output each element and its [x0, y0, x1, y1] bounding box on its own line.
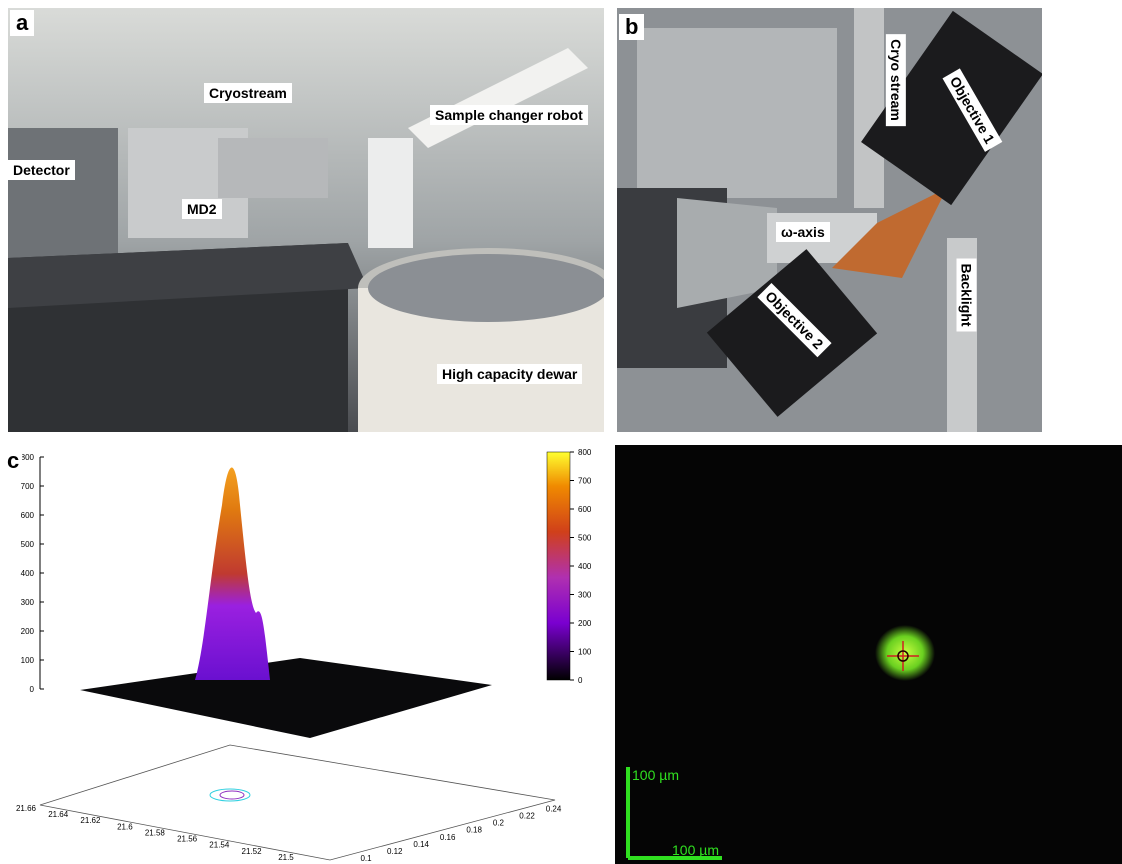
panel-label: c [4, 448, 22, 474]
x-tick-label: 21.52 [242, 847, 263, 856]
x-tick-label: 21.62 [80, 816, 101, 825]
x-tick-label: 21.66 [16, 804, 37, 813]
z-tick-label: 300 [21, 598, 35, 607]
z-tick-label: 700 [21, 482, 35, 491]
y-tick-label: 0.18 [466, 826, 482, 835]
photo-b [617, 8, 1042, 432]
y-tick-label: 0.12 [387, 847, 403, 856]
x-tick-label: 21.64 [48, 810, 69, 819]
annotation: Detector [8, 160, 75, 180]
y-tick-label: 0.2 [493, 819, 505, 828]
colorbar-tick-label: 500 [578, 534, 592, 543]
figure: a Cryostream Sample changer robot Detect… [0, 0, 1122, 864]
x-tick-label: 21.5 [278, 853, 294, 862]
colorbar-tick-label: 0 [578, 676, 583, 685]
x-tick-label: 21.58 [145, 828, 166, 837]
colorbar-tick-label: 800 [578, 448, 592, 457]
panel-label: b [619, 14, 644, 40]
colorbar [547, 452, 570, 680]
colorbar-tick-label: 200 [578, 619, 592, 628]
x-tick-label: 21.6 [117, 822, 133, 831]
surface-plot: 800 700 600 500 400 300 200 100 0 800 700 600 500 400… [0, 445, 600, 864]
z-tick-label: 800 [21, 453, 35, 462]
z-tick-label: 600 [21, 511, 35, 520]
y-tick-label: 0.14 [413, 840, 429, 849]
colorbar-tick-label: 400 [578, 562, 592, 571]
panel-label: a [10, 10, 34, 36]
y-tick-label: 0.16 [440, 833, 456, 842]
colorbar-tick-label: 700 [578, 477, 592, 486]
scale-bar-label: 100 µm [672, 842, 719, 858]
z-tick-label: 0 [30, 685, 35, 694]
x-tick-label: 21.56 [177, 835, 198, 844]
scale-bar-label: 100 µm [632, 767, 679, 783]
y-tick-label: 0.24 [546, 805, 562, 814]
y-tick-label: 0.22 [519, 812, 535, 821]
colorbar-tick-label: 100 [578, 648, 592, 657]
annotation: Cryo stream [886, 34, 906, 126]
z-tick-label: 200 [21, 627, 35, 636]
y-tick-label: 0.1 [360, 854, 372, 863]
annotation: Backlight [957, 258, 977, 331]
z-tick-label: 100 [21, 656, 35, 665]
annotation: Sample changer robot [430, 105, 588, 125]
colorbar-tick-label: 300 [578, 591, 592, 600]
colorbar-tick-label: 600 [578, 505, 592, 514]
z-tick-label: 500 [21, 540, 35, 549]
annotation: ω-axis [776, 222, 830, 242]
microscope-image [615, 445, 1122, 864]
annotation: High capacity dewar [437, 364, 582, 384]
annotation: Cryostream [204, 83, 292, 103]
annotation: MD2 [182, 199, 222, 219]
x-tick-label: 21.54 [209, 841, 230, 850]
z-tick-label: 400 [21, 569, 35, 578]
